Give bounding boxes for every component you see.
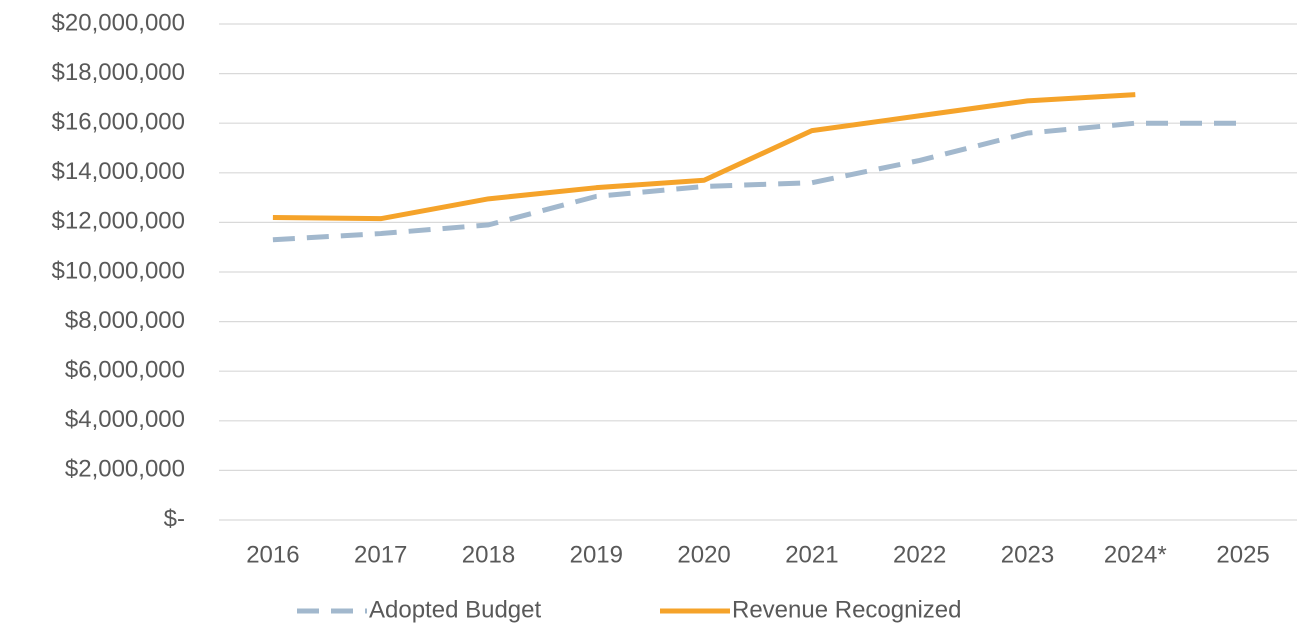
y-tick-label: $4,000,000 (65, 406, 185, 433)
y-tick-label: $16,000,000 (52, 109, 185, 136)
x-tick-label: 2022 (893, 541, 946, 568)
x-tick-label: 2018 (462, 541, 515, 568)
y-tick-label: $2,000,000 (65, 456, 185, 483)
y-tick-label: $6,000,000 (65, 357, 185, 384)
y-tick-label: $14,000,000 (52, 158, 185, 185)
x-tick-label: 2021 (785, 541, 838, 568)
y-tick-label: $12,000,000 (52, 208, 185, 235)
x-tick-label: 2025 (1216, 541, 1269, 568)
x-tick-label: 2024* (1104, 541, 1167, 568)
y-tick-label: $10,000,000 (52, 257, 185, 284)
x-tick-label: 2019 (570, 541, 623, 568)
x-tick-label: 2023 (1001, 541, 1054, 568)
y-tick-label: $- (164, 505, 185, 532)
x-tick-label: 2017 (354, 541, 407, 568)
x-tick-label: 2016 (246, 541, 299, 568)
x-tick-label: 2020 (677, 541, 730, 568)
legend-label: Adopted Budget (369, 596, 541, 623)
series-line (272, 92, 1136, 222)
series-line (272, 120, 1244, 243)
y-tick-label: $18,000,000 (52, 59, 185, 86)
y-tick-label: $20,000,000 (52, 9, 185, 36)
y-tick-label: $8,000,000 (65, 307, 185, 334)
legend-label: Revenue Recognized (732, 596, 962, 623)
